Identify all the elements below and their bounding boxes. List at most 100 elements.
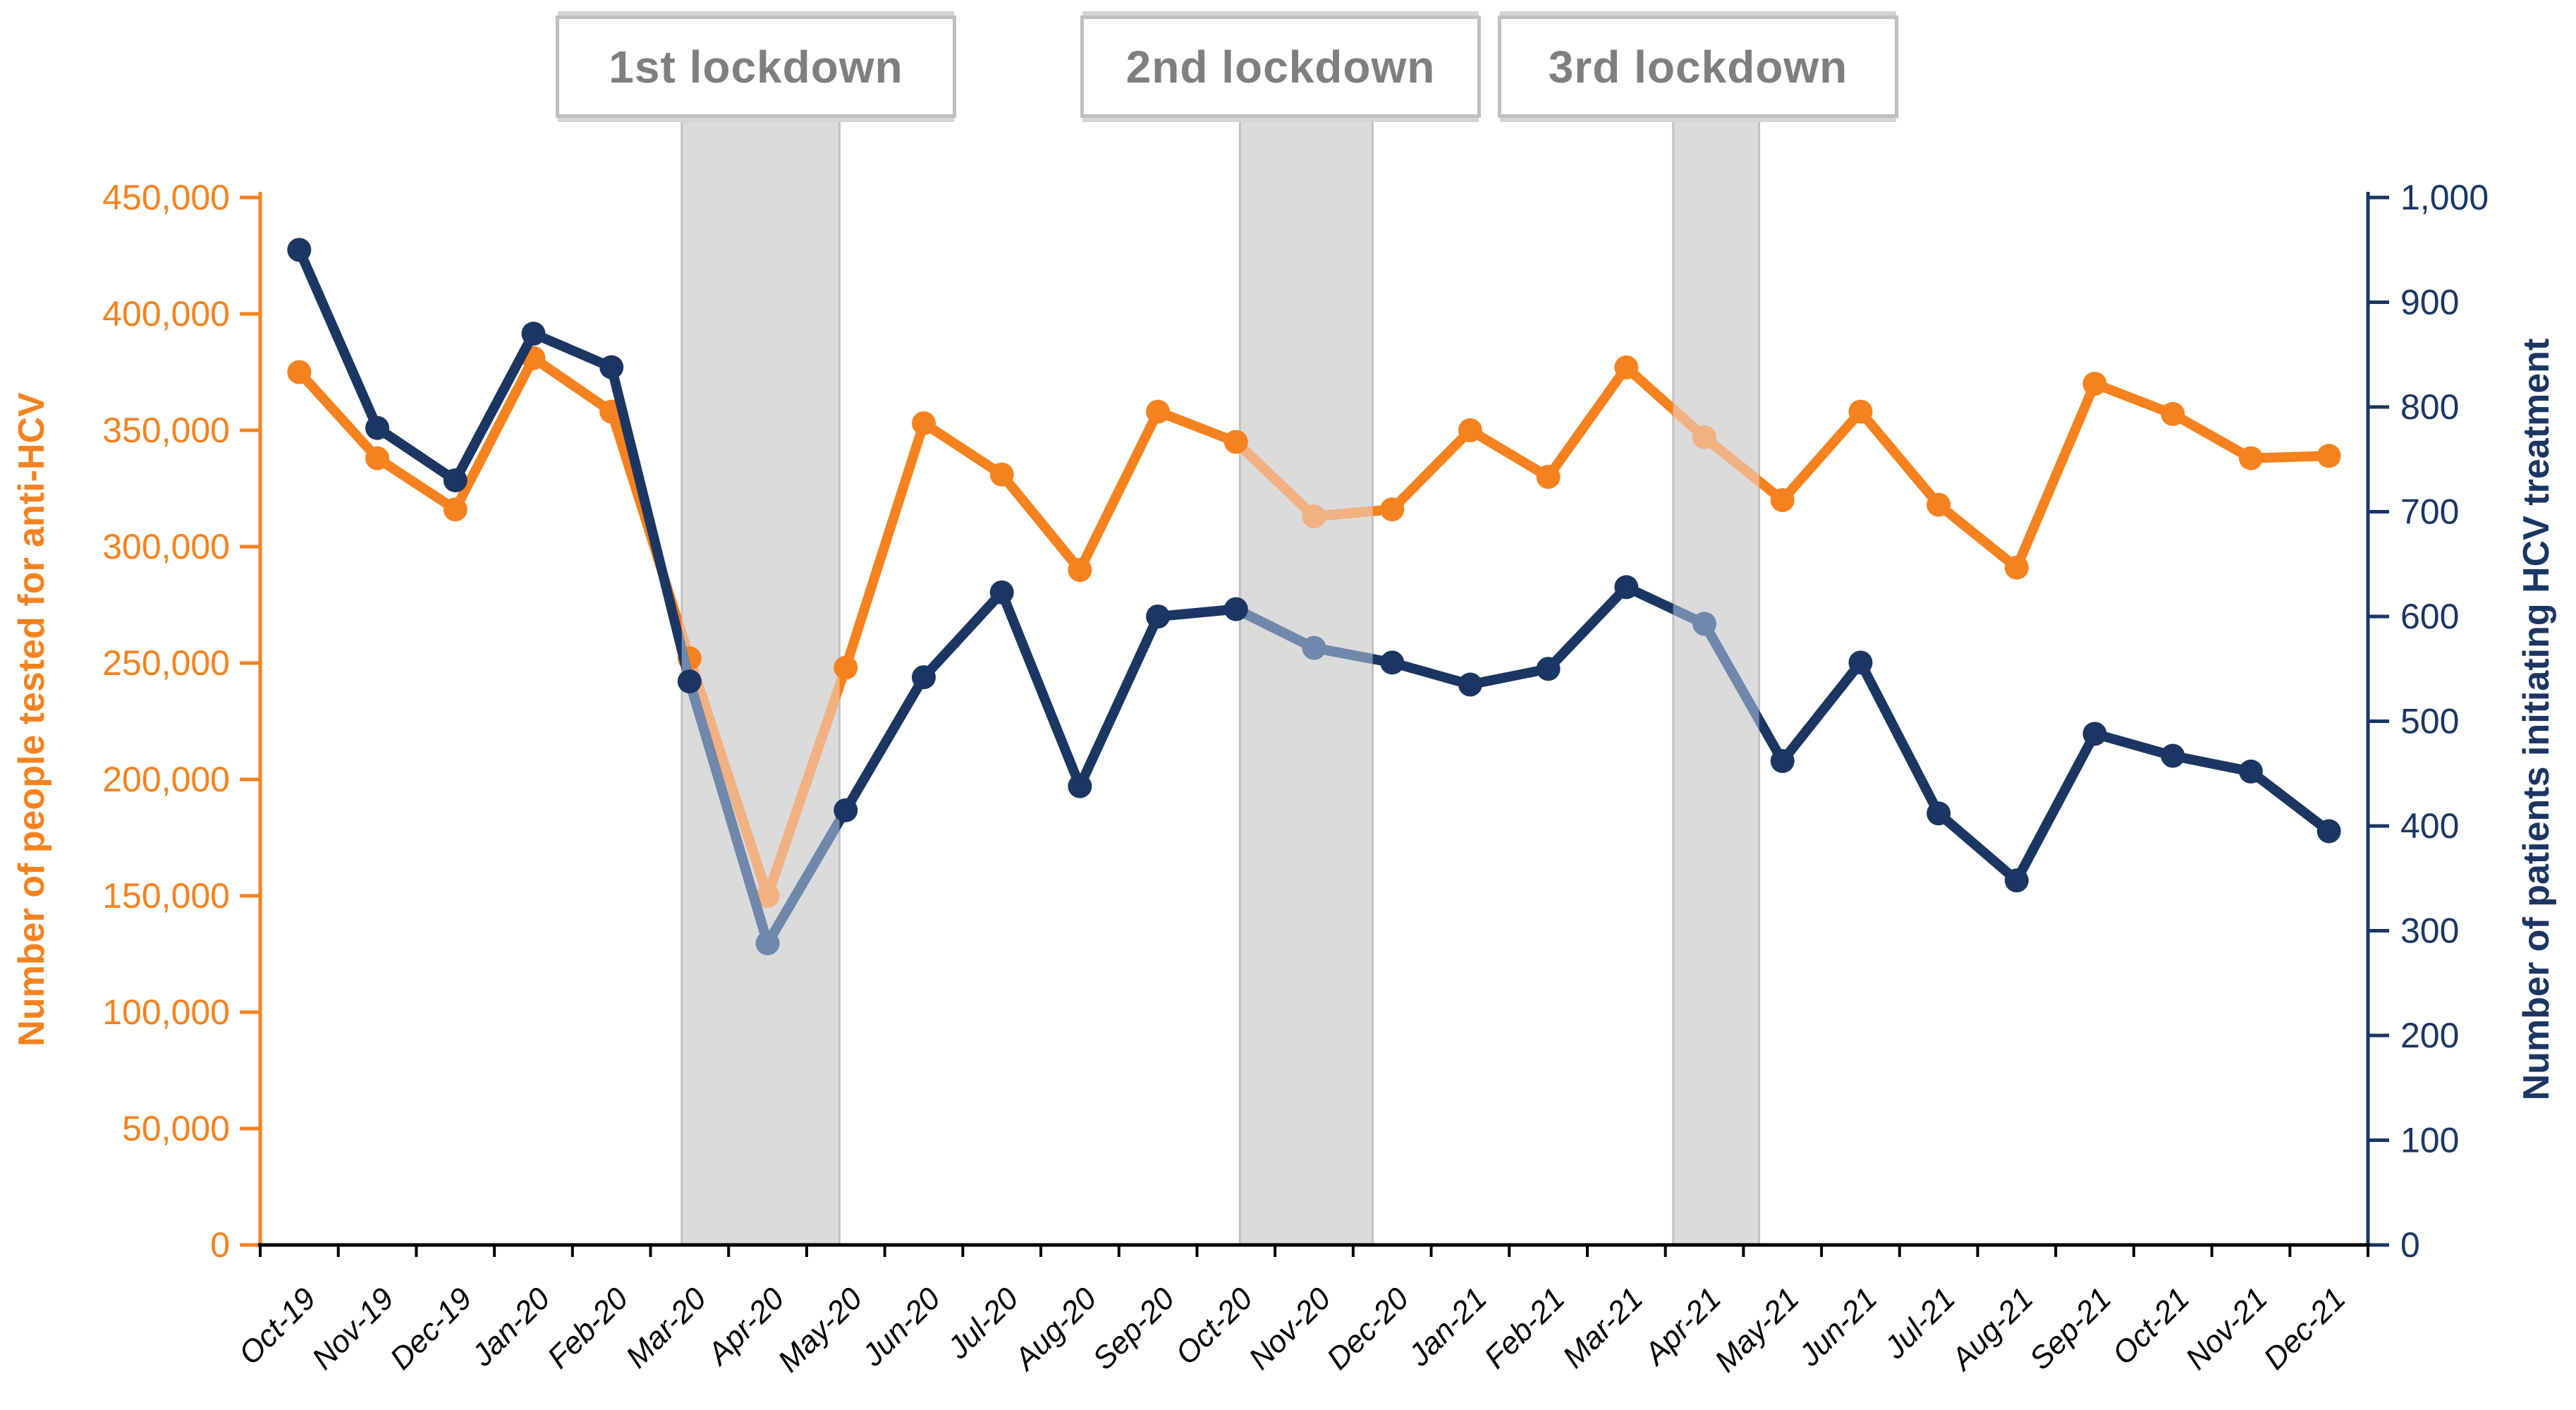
data-point-May-20 <box>834 798 858 822</box>
lockdown-2-label: 2nd lockdown <box>1125 41 1436 92</box>
right-axis-tick-label: 900 <box>2400 283 2459 322</box>
data-point-Apr-21 <box>1692 612 1717 636</box>
x-axis-month-label: Feb-20 <box>541 1281 635 1375</box>
data-point-Jun-20 <box>911 411 936 436</box>
right-axis-tick-label: 500 <box>2400 702 2459 741</box>
right-axis-tick-label: 600 <box>2400 597 2459 636</box>
x-axis-month-label: Dec-19 <box>384 1281 479 1376</box>
right-axis-tick-label: 0 <box>2400 1225 2420 1265</box>
data-point-Apr-20 <box>755 884 780 908</box>
x-axis-month-label: May-20 <box>771 1281 869 1379</box>
right-axis-tick-label: 1,000 <box>2400 178 2489 217</box>
series-treatment <box>287 238 2341 956</box>
x-axis-month-label: Dec-21 <box>2257 1281 2352 1376</box>
left-axis-tick-label: 200,000 <box>102 760 230 799</box>
data-point-Sep-21 <box>2082 372 2107 396</box>
lockdown-2-label-box: 2nd lockdown <box>1080 16 1481 118</box>
data-point-Nov-19 <box>365 446 390 470</box>
data-point-Nov-21 <box>2238 759 2263 784</box>
right-axis-title: Number of patients initiating HCV treatm… <box>2516 339 2557 1101</box>
data-point-Feb-20 <box>599 355 624 379</box>
x-axis-month-label: Jun-21 <box>1792 1281 1884 1373</box>
x-axis-month-label: Aug-20 <box>1006 1281 1103 1378</box>
data-point-Aug-20 <box>1068 558 1092 582</box>
data-point-Jan-21 <box>1458 418 1482 442</box>
left-axis-tick-label: 250,000 <box>102 643 230 683</box>
x-axis-month-label: Oct-19 <box>232 1281 322 1371</box>
x-axis-month-label: Jan-20 <box>465 1281 557 1373</box>
data-point-Oct-20 <box>1223 430 1248 454</box>
left-axis-tick-label: 350,000 <box>102 411 230 450</box>
data-point-Apr-21 <box>1692 425 1717 449</box>
data-point-May-20 <box>834 655 858 680</box>
x-axis-month-label: Jun-20 <box>855 1281 948 1373</box>
x-axis-month-label: Dec-20 <box>1320 1281 1415 1376</box>
data-point-Aug-21 <box>2004 868 2029 893</box>
data-series <box>287 238 2341 956</box>
left-axis-tick-label: 300,000 <box>102 527 230 566</box>
data-point-Feb-21 <box>1536 657 1561 681</box>
data-point-Dec-20 <box>1380 497 1405 522</box>
data-point-Jul-21 <box>1927 492 1951 517</box>
data-point-Oct-21 <box>2161 743 2185 768</box>
lockdown-band-1 <box>680 116 841 1246</box>
data-point-Aug-21 <box>2004 555 2029 580</box>
data-point-Oct-20 <box>1223 597 1248 621</box>
right-axis-tick-label: 200 <box>2400 1016 2459 1055</box>
data-point-Dec-19 <box>443 497 468 522</box>
x-axis-month-label: Jan-21 <box>1401 1281 1493 1373</box>
data-point-Sep-20 <box>1146 604 1171 628</box>
data-point-May-21 <box>1770 748 1795 773</box>
x-axis-month-label: Aug-21 <box>1943 1281 2040 1378</box>
data-point-Jan-21 <box>1458 672 1482 697</box>
data-point-May-21 <box>1770 488 1795 512</box>
series-tested <box>287 346 2341 908</box>
data-point-Jul-21 <box>1927 801 1951 826</box>
x-axis-month-label: Mar-20 <box>619 1281 713 1375</box>
data-point-Nov-20 <box>1302 504 1326 529</box>
x-axis-month-label: Sep-20 <box>1086 1281 1181 1376</box>
data-point-Jul-20 <box>989 462 1014 487</box>
data-point-Dec-21 <box>2316 444 2341 468</box>
data-point-Oct-19 <box>287 360 312 384</box>
left-axis-tick-label: 100,000 <box>102 992 230 1032</box>
x-axis-month-label: Sep-21 <box>2023 1281 2118 1376</box>
data-point-Feb-21 <box>1536 465 1561 489</box>
left-axis-tick-label: 450,000 <box>102 178 230 217</box>
data-point-Oct-19 <box>287 238 312 262</box>
right-axis-tick-label: 300 <box>2400 911 2459 951</box>
lockdown-band-2 <box>1238 116 1374 1246</box>
data-point-Jun-21 <box>1848 650 1873 675</box>
x-axis-month-label: Oct-20 <box>1169 1281 1259 1371</box>
x-axis-month-label: Nov-19 <box>305 1281 401 1376</box>
data-point-Dec-19 <box>443 468 468 492</box>
data-point-Mar-21 <box>1614 355 1639 379</box>
data-point-Mar-20 <box>677 669 702 694</box>
lockdown-1-label: 1st lockdown <box>609 41 903 92</box>
x-axis-month-label: Nov-20 <box>1243 1281 1338 1376</box>
data-point-Sep-21 <box>2082 722 2107 746</box>
lockdown-bands <box>680 116 1761 1246</box>
data-point-Nov-20 <box>1302 636 1326 660</box>
data-point-Aug-20 <box>1068 774 1092 798</box>
data-point-Dec-20 <box>1380 650 1405 675</box>
data-point-Apr-20 <box>755 931 780 956</box>
lockdown-band-3 <box>1672 116 1761 1246</box>
data-point-Mar-21 <box>1614 575 1639 600</box>
data-point-Jun-20 <box>911 665 936 690</box>
x-axis-month-label: May-21 <box>1708 1281 1805 1378</box>
left-axis-tick-label: 400,000 <box>102 294 230 334</box>
right-axis-tick-label: 800 <box>2400 387 2459 427</box>
data-point-Sep-20 <box>1146 399 1171 424</box>
data-point-Oct-21 <box>2161 401 2185 426</box>
data-point-Dec-21 <box>2316 819 2341 844</box>
lockdown-1-label-box: 1st lockdown <box>556 16 956 118</box>
data-point-Jul-20 <box>989 580 1014 604</box>
left-axis-tick-label: 0 <box>210 1225 230 1265</box>
lockdown-3-label: 3rd lockdown <box>1548 41 1848 92</box>
x-axis-month-label: Nov-21 <box>2179 1281 2274 1376</box>
right-axis-tick-label: 700 <box>2400 492 2459 532</box>
right-axis-tick-label: 100 <box>2400 1121 2459 1160</box>
